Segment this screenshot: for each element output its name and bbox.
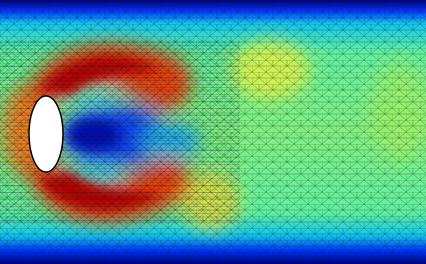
cylinder — [29, 96, 63, 172]
